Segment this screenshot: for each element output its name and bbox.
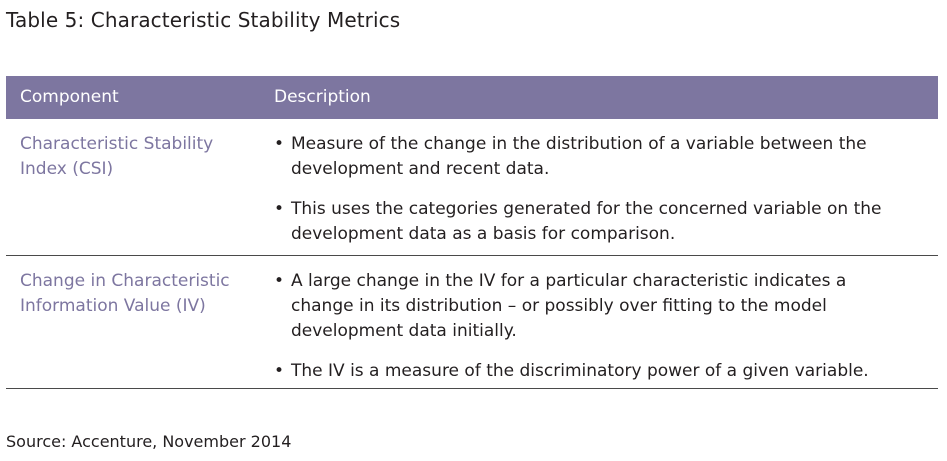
table-header-row: Component Description — [6, 76, 938, 119]
bullet-text: A large change in the IV for a particula… — [291, 271, 847, 341]
bullet-text: Measure of the change in the distributio… — [291, 134, 867, 179]
description-bullet: • Measure of the change in the distribut… — [274, 132, 884, 182]
component-cell: Change in Characteristic Information Val… — [20, 271, 230, 316]
component-cell: Characteristic Stability Index (CSI) — [20, 134, 214, 179]
description-bullet: • The IV is a measure of the discriminat… — [274, 359, 884, 384]
description-bullet: • A large change in the IV for a particu… — [274, 269, 884, 344]
bullet-icon: • — [274, 199, 285, 219]
header-description: Description — [274, 87, 371, 107]
description-list: • A large change in the IV for a particu… — [274, 269, 884, 399]
table-title: Table 5: Characteristic Stability Metric… — [6, 8, 401, 32]
source-note: Source: Accenture, November 2014 — [6, 432, 292, 451]
bullet-icon: • — [274, 361, 285, 381]
table-row-iv: Change in Characteristic Information Val… — [6, 256, 938, 389]
bullet-icon: • — [274, 271, 285, 291]
bullet-icon: • — [274, 134, 285, 154]
table-row-csi: Characteristic Stability Index (CSI) • M… — [6, 119, 938, 256]
header-component: Component — [20, 87, 119, 107]
description-bullet: • This uses the categories generated for… — [274, 197, 884, 247]
description-list: • Measure of the change in the distribut… — [274, 132, 884, 262]
bullet-text: This uses the categories generated for t… — [291, 199, 882, 244]
bullet-text: The IV is a measure of the discriminator… — [291, 361, 869, 381]
stability-metrics-table: Component Description Characteristic Sta… — [6, 76, 938, 389]
